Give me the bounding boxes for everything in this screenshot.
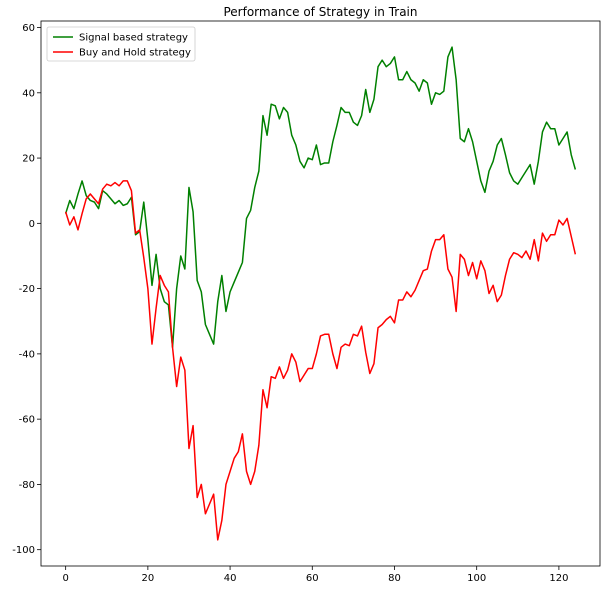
x-tick-label: 120 [549, 573, 568, 584]
series-line-buy-and-hold [64, 180, 577, 541]
x-tick-label: 100 [467, 573, 486, 584]
x-tick-label: 20 [142, 573, 155, 584]
y-tick-label: 60 [22, 23, 35, 34]
y-tick-label: -80 [19, 480, 35, 491]
x-tick-label: 40 [224, 573, 237, 584]
legend-label: Signal based strategy [79, 33, 188, 44]
legend: Signal based strategy Buy and Hold strate… [46, 26, 196, 62]
y-tick-label: 20 [22, 154, 35, 165]
x-tick-label: 60 [306, 573, 319, 584]
x-tick-label: 0 [62, 573, 68, 584]
y-tick-label: -60 [19, 415, 35, 426]
y-tick-label: -40 [19, 349, 35, 360]
axes: 0 20 40 60 80 100 120 -100 -80 -60 -40 -20 0 20 40 60 [12, 20, 601, 584]
y-tick-label: -20 [19, 284, 35, 295]
legend-box [46, 26, 196, 62]
plot-area [64, 46, 577, 541]
series-line-signal [64, 46, 577, 349]
legend-label: Buy and Hold strategy [79, 48, 191, 59]
y-tick-label: -100 [12, 545, 35, 556]
y-tick-label: 40 [22, 88, 35, 99]
axes-frame [40, 20, 601, 567]
x-tick-label: 80 [388, 573, 401, 584]
chart-title: Performance of Strategy in Train [223, 5, 417, 19]
y-tick-label: 0 [29, 219, 35, 230]
